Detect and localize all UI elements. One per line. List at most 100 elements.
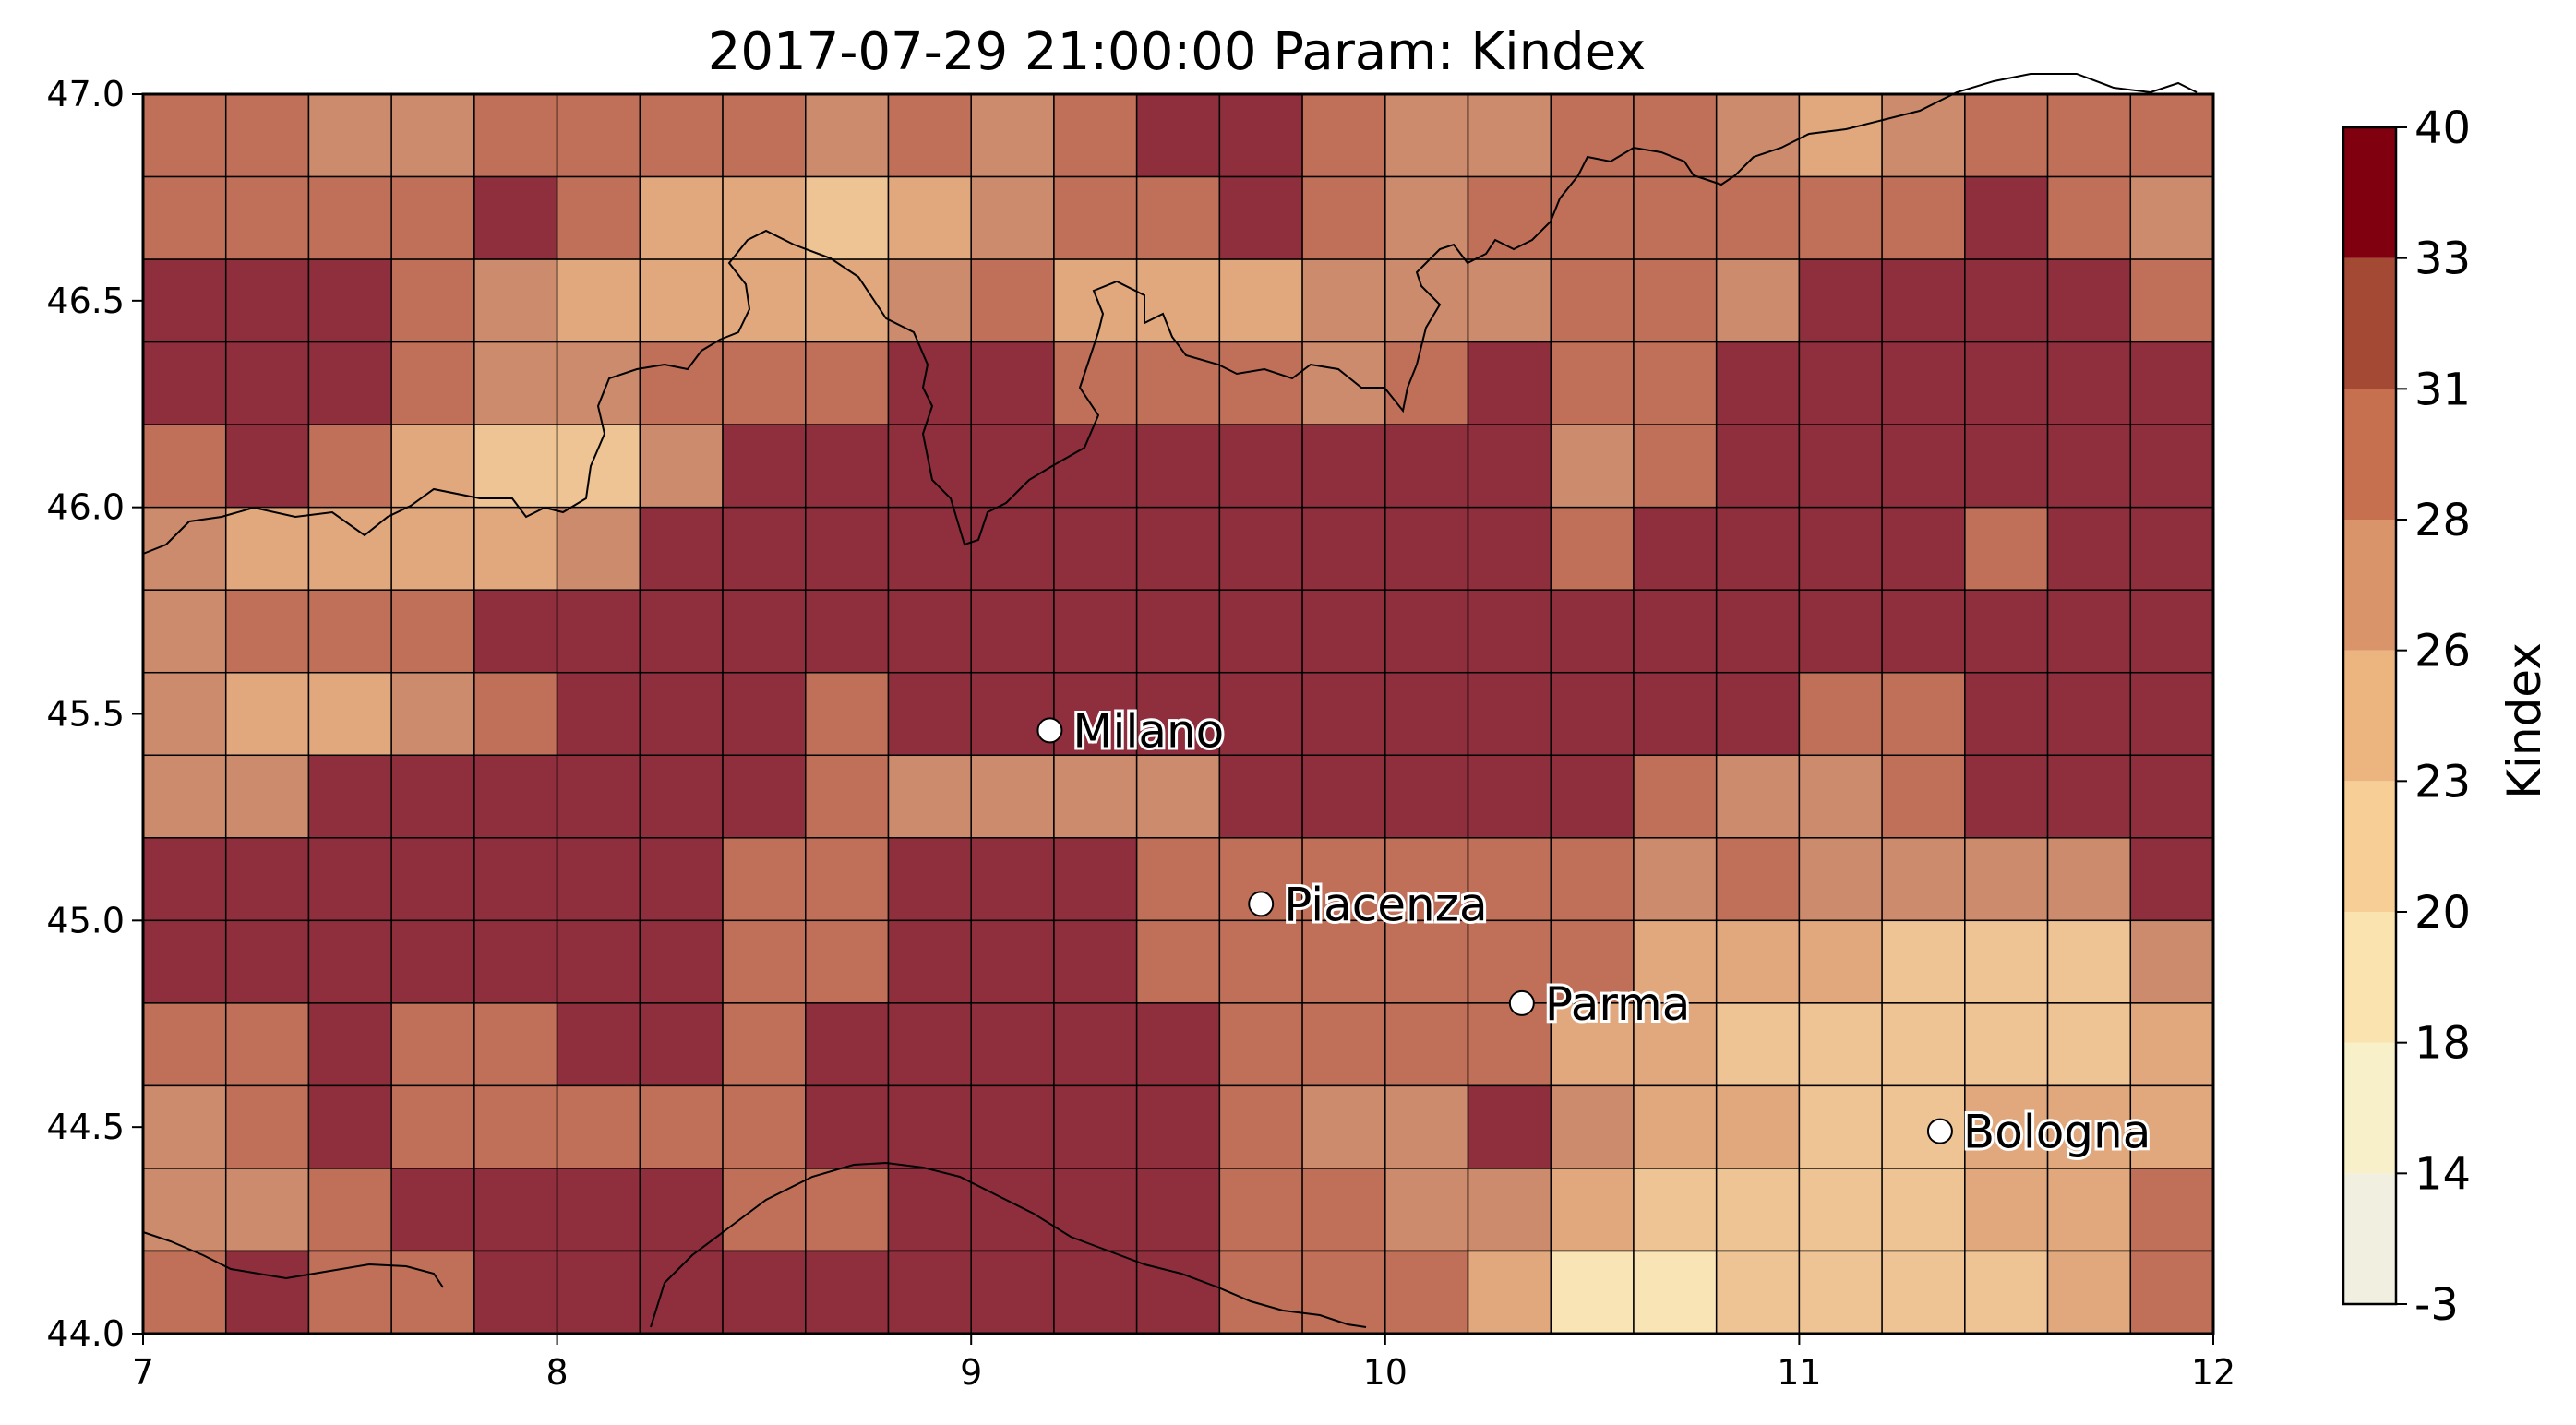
heatmap-cell bbox=[390, 837, 475, 922]
heatmap-cell bbox=[2046, 919, 2132, 1004]
heatmap-cell bbox=[1135, 919, 1221, 1004]
heatmap-cell bbox=[805, 1250, 890, 1335]
heatmap-cell bbox=[1384, 1168, 1469, 1252]
heatmap-cell bbox=[1384, 754, 1469, 839]
heatmap-cell bbox=[805, 754, 890, 839]
heatmap-cell bbox=[1467, 93, 1552, 178]
heatmap-cell bbox=[1550, 1084, 1635, 1169]
heatmap-cell bbox=[1550, 671, 1635, 757]
colorbar-segment bbox=[2343, 520, 2396, 651]
heatmap-cell bbox=[1218, 1250, 1303, 1335]
heatmap-cell bbox=[970, 1250, 1055, 1335]
heatmap-cell bbox=[805, 1168, 890, 1252]
heatmap-cell bbox=[1881, 671, 1966, 757]
city-marker bbox=[1926, 1118, 1953, 1144]
heatmap-cell bbox=[2046, 837, 2132, 922]
heatmap-cell bbox=[1467, 506, 1552, 591]
colorbar-label: Kindex bbox=[2498, 642, 2551, 799]
heatmap-cell bbox=[473, 919, 558, 1004]
y-tick-label: 45.5 bbox=[46, 694, 125, 735]
heatmap-cell bbox=[1218, 258, 1303, 343]
heatmap-cell bbox=[1467, 175, 1552, 260]
chart-title: 2017-07-29 21:00:00 Param: Kindex bbox=[708, 22, 1647, 82]
heatmap-cell bbox=[970, 919, 1055, 1004]
heatmap-cell bbox=[2129, 1002, 2214, 1087]
heatmap-cell bbox=[1053, 1250, 1138, 1335]
heatmap-cell bbox=[1798, 424, 1883, 509]
heatmap-cell bbox=[2046, 589, 2132, 674]
heatmap-cell bbox=[1053, 837, 1138, 922]
heatmap-cell bbox=[722, 1168, 807, 1252]
heatmap-cell bbox=[142, 754, 227, 839]
heatmap-cell bbox=[1384, 506, 1469, 591]
heatmap-cell bbox=[970, 1168, 1055, 1252]
heatmap-cell bbox=[887, 1002, 972, 1087]
heatmap-cell bbox=[1964, 919, 2049, 1004]
heatmap-cell bbox=[1467, 671, 1552, 757]
heatmap-cell bbox=[556, 1084, 641, 1169]
heatmap-cell bbox=[2129, 341, 2214, 425]
heatmap-cell bbox=[556, 919, 641, 1004]
city-annotations: Milano Piacenza Parma Bologna bbox=[1036, 701, 2153, 1162]
y-tick-label: 46.5 bbox=[46, 281, 125, 321]
heatmap-cell bbox=[970, 837, 1055, 922]
heatmap-cell bbox=[2046, 754, 2132, 839]
heatmap-cell bbox=[1798, 919, 1883, 1004]
heatmap-cell bbox=[473, 341, 558, 425]
heatmap-cell bbox=[1633, 175, 1718, 260]
heatmap-cell bbox=[1881, 589, 1966, 674]
heatmap-cell bbox=[2046, 671, 2132, 757]
heatmap-cell bbox=[473, 424, 558, 509]
heatmap-cell bbox=[1633, 424, 1718, 509]
heatmap-cell bbox=[1964, 424, 2049, 509]
heatmap-cell bbox=[1715, 1250, 1801, 1335]
heatmap-cell bbox=[722, 589, 807, 674]
heatmap-cells bbox=[142, 93, 2214, 1335]
heatmap-cell bbox=[639, 1002, 724, 1087]
heatmap-cell bbox=[390, 1168, 475, 1252]
heatmap-cell bbox=[1218, 93, 1303, 178]
heatmap-cell bbox=[1715, 1002, 1801, 1087]
heatmap-cell bbox=[1550, 754, 1635, 839]
colorbar-segment bbox=[2343, 912, 2396, 1043]
y-tick-label: 44.0 bbox=[46, 1313, 125, 1354]
heatmap-cell bbox=[142, 341, 227, 425]
heatmap-cell bbox=[224, 589, 310, 674]
heatmap-cell bbox=[1301, 919, 1386, 1004]
heatmap-cell bbox=[390, 424, 475, 509]
heatmap-cell bbox=[224, 175, 310, 260]
heatmap-cell bbox=[1550, 258, 1635, 343]
heatmap-cell bbox=[639, 341, 724, 425]
heatmap-cell bbox=[1550, 506, 1635, 591]
heatmap-cell bbox=[307, 175, 392, 260]
heatmap-cell bbox=[722, 506, 807, 591]
heatmap-cell bbox=[390, 175, 475, 260]
heatmap-cell bbox=[1301, 175, 1386, 260]
heatmap-cell bbox=[1218, 341, 1303, 425]
colorbar-tick-label: -3 bbox=[2414, 1279, 2459, 1331]
x-tick-label: 10 bbox=[1363, 1352, 1408, 1393]
heatmap-cell bbox=[1053, 175, 1138, 260]
heatmap-cell bbox=[1633, 1250, 1718, 1335]
heatmap-cell bbox=[473, 258, 558, 343]
heatmap-cell bbox=[1964, 1084, 2049, 1169]
heatmap-cell bbox=[1550, 1250, 1635, 1335]
heatmap-cell bbox=[1798, 506, 1883, 591]
heatmap-cell bbox=[1467, 589, 1552, 674]
heatmap-cell bbox=[1550, 175, 1635, 260]
heatmap-cell bbox=[142, 175, 227, 260]
heatmap-cell bbox=[473, 1168, 558, 1252]
colorbar-tick-label: 26 bbox=[2414, 626, 2471, 677]
heatmap-cell bbox=[307, 754, 392, 839]
heatmap-cell bbox=[1964, 258, 2049, 343]
heatmap-cell bbox=[1135, 1084, 1221, 1169]
heatmap-cell bbox=[1798, 1250, 1883, 1335]
heatmap-cell bbox=[805, 837, 890, 922]
heatmap-cell bbox=[1715, 93, 1801, 178]
city-marker bbox=[1036, 717, 1063, 744]
heatmap-cell bbox=[1798, 589, 1883, 674]
heatmap-cell bbox=[473, 175, 558, 260]
heatmap-cell bbox=[1798, 341, 1883, 425]
heatmap-cell bbox=[1798, 1084, 1883, 1169]
